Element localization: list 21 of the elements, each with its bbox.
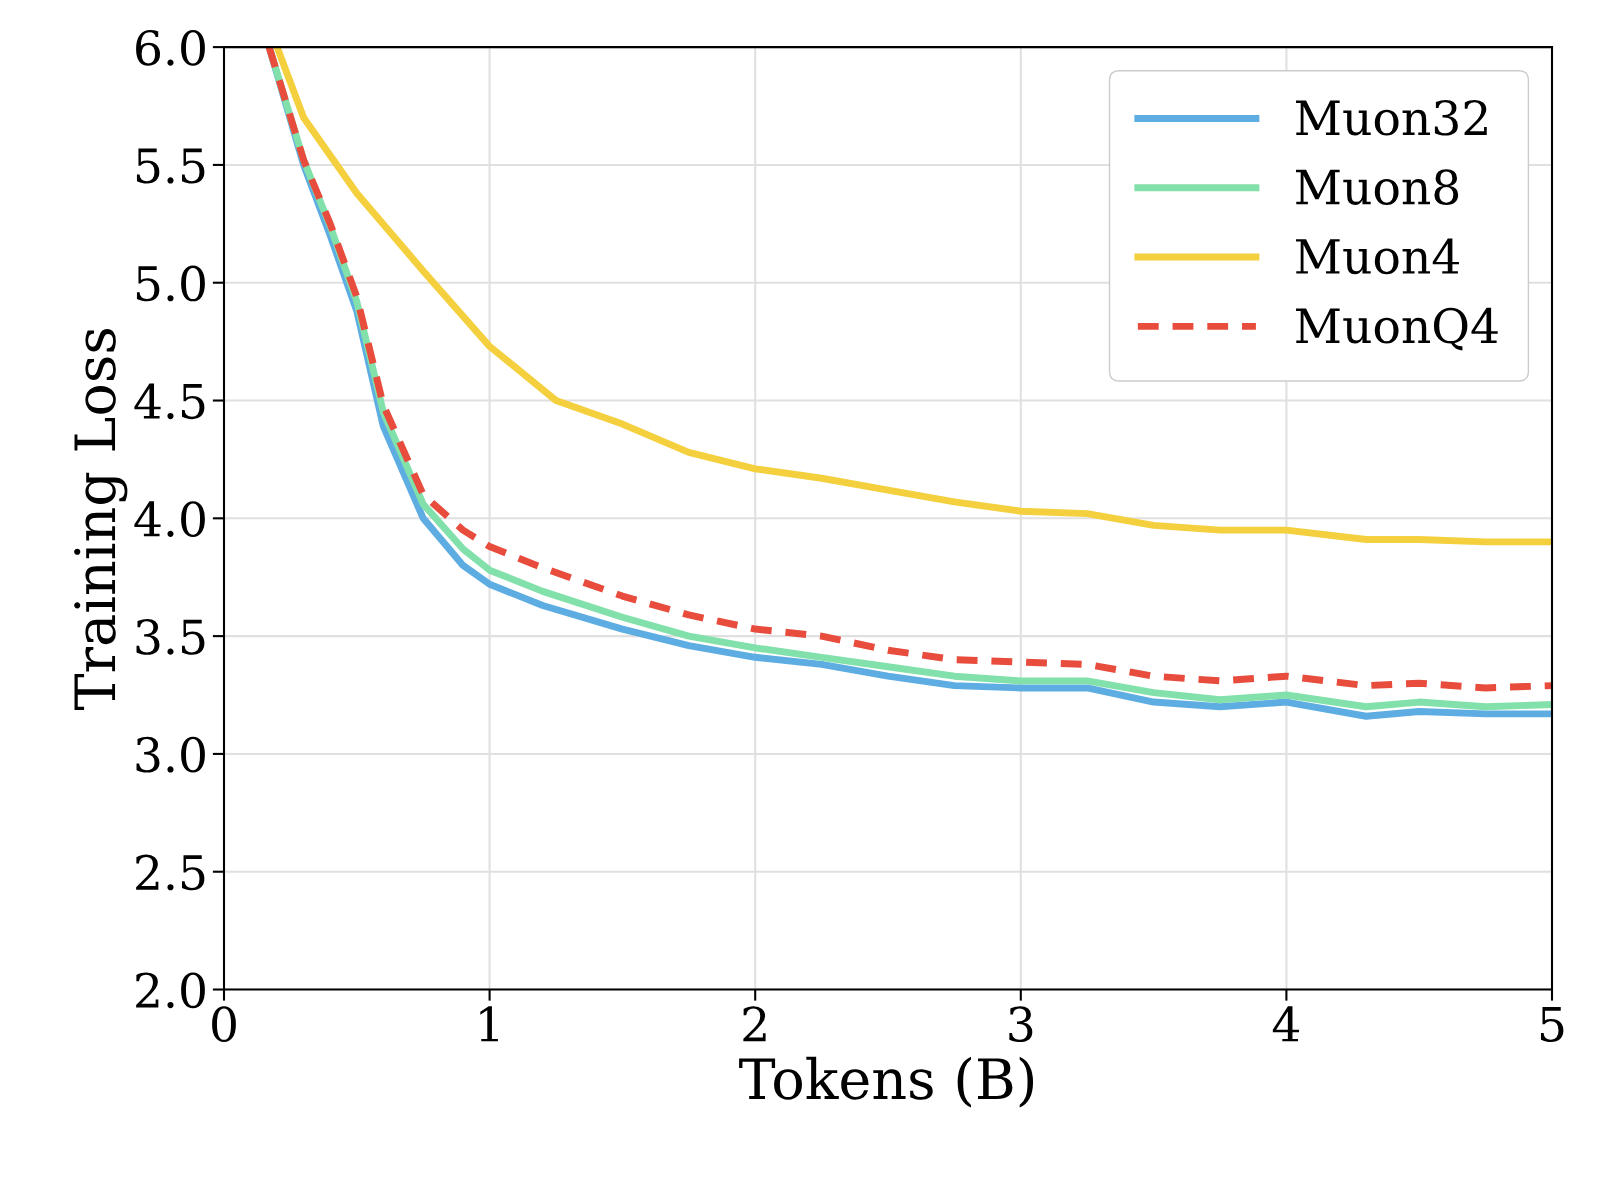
y-tick-label: 2.0 <box>136 972 205 1009</box>
legend-label: MuonQ4 <box>1296 307 1498 351</box>
y-tick-label: 5.5 <box>136 148 205 184</box>
legend-label: Muon32 <box>1296 99 1487 136</box>
legend-label: Muon4 <box>1296 238 1459 275</box>
x-tick-label: 5 <box>1540 1006 1564 1043</box>
legend-label: Muon8 <box>1296 169 1459 205</box>
x-tick-label: 1 <box>480 1006 498 1042</box>
y-tick-label: 4.5 <box>134 383 205 420</box>
x-tick-label: 2 <box>743 1006 766 1042</box>
y-tick-label: 2.5 <box>136 854 205 891</box>
x-tick-label: 0 <box>212 1006 236 1043</box>
y-axis-title: Training Loss <box>74 328 128 710</box>
y-tick-label: 5.0 <box>136 265 205 302</box>
y-tick-label: 6.0 <box>136 30 205 66</box>
y-tick-label: 3.5 <box>136 619 205 655</box>
x-axis-title: Tokens (B) <box>739 1056 1034 1108</box>
y-tick-label: 3.0 <box>136 736 205 773</box>
y-tick-label: 4.0 <box>134 501 205 537</box>
x-tick-label: 4 <box>1272 1006 1300 1042</box>
x-tick-label: 3 <box>1009 1006 1033 1043</box>
